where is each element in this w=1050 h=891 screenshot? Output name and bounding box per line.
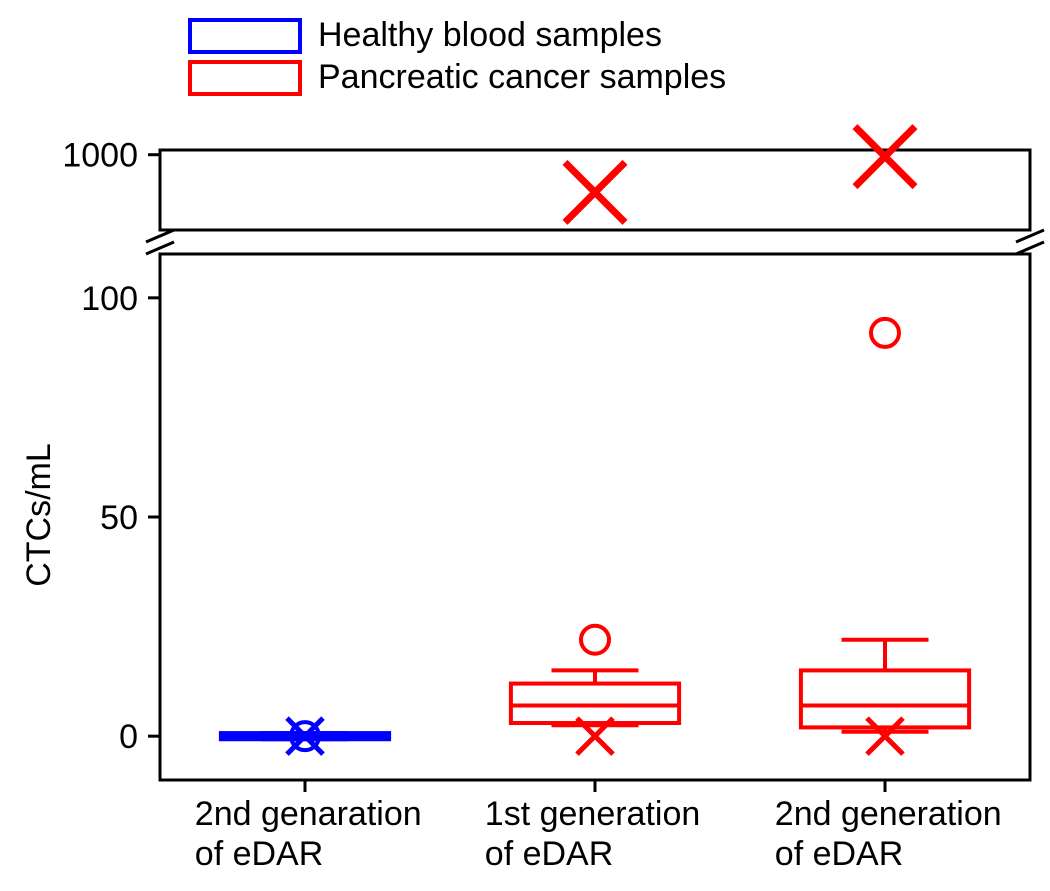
outlier-circle	[581, 626, 609, 654]
y-tick-label: 1000	[62, 137, 138, 175]
y-tick-label: 100	[81, 280, 138, 318]
x-category-label-line2: of eDAR	[775, 835, 904, 873]
x-category-label-line1: 2nd generation	[775, 795, 1002, 833]
x-category-label-line2: of eDAR	[485, 835, 614, 873]
axis-break-mark	[146, 230, 174, 242]
box	[801, 670, 969, 727]
axis-break-mark	[1016, 230, 1044, 242]
legend-swatch-cancer	[190, 62, 300, 94]
box	[511, 684, 679, 723]
y-axis-label: CTCs/mL	[20, 443, 58, 587]
legend-swatch-healthy	[190, 20, 300, 52]
x-category-label-line1: 1st generation	[485, 795, 701, 833]
y-tick-label: 50	[100, 499, 138, 537]
y-tick-label: 0	[119, 718, 138, 756]
outlier-circle	[871, 319, 899, 347]
axis-break-mark	[1016, 242, 1044, 254]
x-category-label-line1: 2nd genaration	[195, 795, 422, 833]
x-category-label-line2: of eDAR	[195, 835, 323, 873]
legend-label-healthy: Healthy blood samples	[318, 16, 662, 54]
axis-break-mark	[146, 242, 174, 254]
legend-label-cancer: Pancreatic cancer samples	[318, 58, 726, 96]
